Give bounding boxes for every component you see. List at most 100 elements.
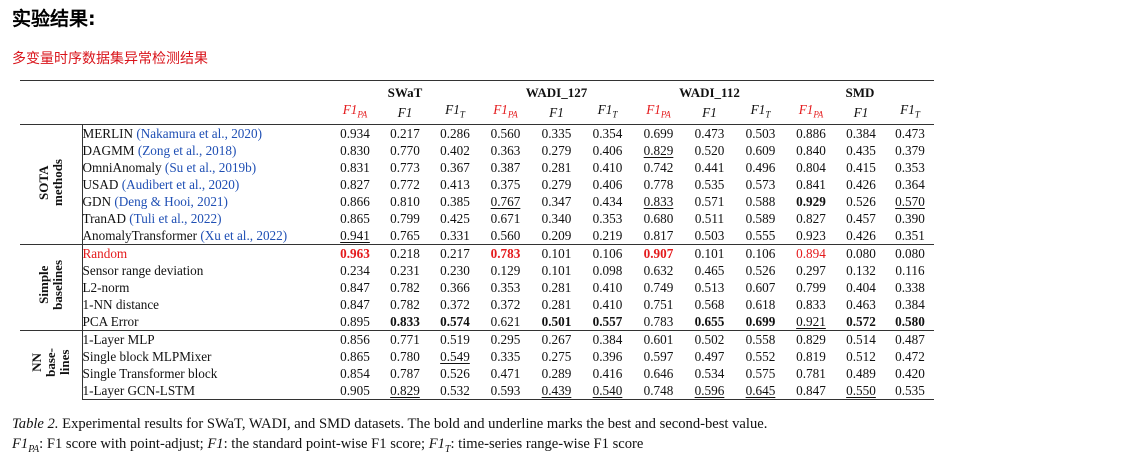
value: 0.532 [440,382,470,398]
method-citation: (Deng & Hooi, 2021) [114,193,228,209]
table-row: 1-NN distance 0.847 0.782 0.372 0.372 0.281 0.… [20,296,934,313]
value: 0.847 [796,382,826,398]
value: 0.331 [440,227,470,243]
value-cell: 0.778 [633,176,684,193]
value: 0.503 [694,227,725,243]
caption-metric-symbol: F1 [207,436,224,452]
table-row: Single block MLPMixer 0.865 0.780 0.549 0.33… [20,348,934,365]
value-cell: 0.472 [886,348,934,365]
value: 0.279 [541,176,572,192]
value: 0.963 [340,245,370,261]
value: 0.680 [643,210,674,226]
value: 0.829 [390,382,420,398]
metric-symbol: F1T [445,102,465,120]
value-cell: 0.963 [330,243,380,262]
value-cell: 0.621 [480,313,531,331]
value-cell: 0.217 [380,123,430,142]
value: 0.840 [796,142,826,158]
value: 0.101 [541,262,572,278]
value-cell: 0.646 [633,365,684,382]
value-cell: 0.671 [480,210,531,227]
value: 0.080 [895,245,925,261]
value-cell: 0.907 [633,243,684,262]
value-cell: 0.463 [836,296,886,313]
value: 0.363 [490,142,521,158]
method-citation: (Zong et al., 2018) [137,142,237,158]
value-cell: 0.281 [531,279,582,296]
method-name: 1-NN distance [82,296,160,312]
value: 0.699 [745,313,776,329]
value-cell: 0.819 [786,348,836,365]
value-cell: 0.841 [786,176,836,193]
value-cell: 0.496 [735,159,786,176]
value-cell: 0.295 [480,329,531,348]
group-label-line: lines [56,350,72,376]
value: 0.929 [796,193,826,209]
value: 0.526 [745,262,776,278]
value-cell: 0.503 [684,227,735,245]
value: 0.353 [895,159,925,175]
value-cell: 0.413 [430,176,480,193]
value: 0.275 [541,348,572,364]
value-cell: 0.535 [684,176,735,193]
value: 0.907 [643,245,674,261]
value: 0.773 [390,159,420,175]
value: 0.404 [846,279,876,295]
caption-metric-symbol: F1PA [12,436,40,455]
value-cell: 0.748 [633,381,684,400]
value: 0.535 [895,382,925,398]
value-cell: 0.765 [380,227,430,245]
caption-metric-description: : the standard point-wise F1 score; [223,436,429,452]
group-label-line: NN [28,353,44,373]
value: 0.406 [592,142,623,158]
value: 0.295 [490,331,521,347]
metric-header: F1T [735,101,786,125]
value: 0.496 [745,159,776,175]
value-cell: 0.101 [531,243,582,262]
value: 0.426 [846,227,876,243]
value-cell: 0.234 [330,262,380,279]
value-cell: 0.331 [430,227,480,245]
value-cell: 0.335 [531,123,582,142]
metric-header: F1T [886,101,934,125]
value-cell: 0.575 [735,365,786,382]
value: 0.353 [592,210,623,226]
value-cell: 0.410 [582,279,633,296]
value: 0.387 [490,159,521,175]
value: 0.819 [796,348,826,364]
value-cell: 0.217 [430,243,480,262]
method-name: Single Transformer block [82,365,218,381]
value: 0.406 [592,176,623,192]
value-cell: 0.502 [684,329,735,348]
method-name: GDN [82,193,112,209]
value: 0.895 [340,313,370,329]
metric-symbol: F1PA [798,102,824,120]
value: 0.609 [745,142,776,158]
value-cell: 0.618 [735,296,786,313]
value: 0.829 [643,142,674,158]
value: 0.231 [390,262,420,278]
value-cell: 0.098 [582,262,633,279]
value: 0.415 [846,159,876,175]
value: 0.353 [490,279,521,295]
method-name-cell: Sensor range deviation [82,262,330,279]
value-cell: 0.699 [735,313,786,331]
value-cell: 0.416 [582,365,633,382]
value-cell: 0.580 [886,313,934,331]
value-cell: 0.487 [886,329,934,348]
method-name: MERLIN [82,125,134,141]
value-cell: 0.799 [786,279,836,296]
value: 0.607 [745,279,776,295]
metric-symbol: F1 [702,104,717,120]
value-cell: 0.396 [582,348,633,365]
value-cell: 0.742 [633,159,684,176]
table-row: SOTA methods MERLIN (Nakamura et al., 2020… [20,123,934,245]
value-cell: 0.905 [330,381,380,400]
value-cell: 0.895 [330,313,380,331]
value-cell: 0.279 [531,142,582,159]
value: 0.575 [745,365,776,381]
group-label-cell: Simple baselines [20,243,83,331]
metric-header: F1T [430,101,480,125]
value: 0.384 [895,296,925,312]
value: 0.289 [541,365,572,381]
